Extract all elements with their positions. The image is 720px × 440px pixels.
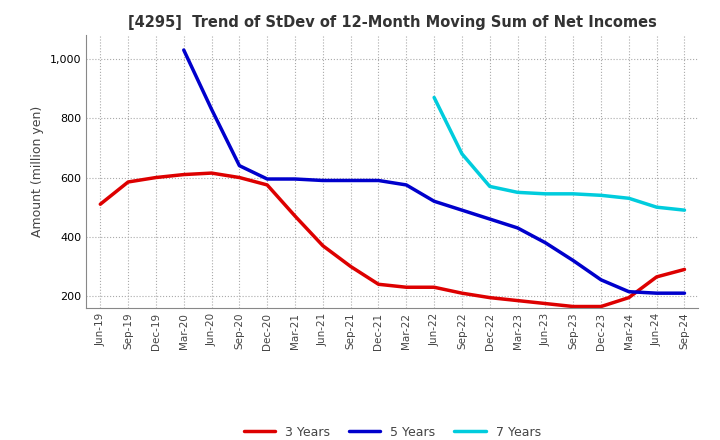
3 Years <box>402 285 410 290</box>
5 Years <box>235 163 243 169</box>
Line: 5 Years: 5 Years <box>184 50 685 293</box>
3 Years <box>680 267 689 272</box>
5 Years <box>430 198 438 204</box>
3 Years <box>485 295 494 300</box>
7 Years <box>569 191 577 197</box>
3 Years <box>430 285 438 290</box>
5 Years <box>402 182 410 187</box>
3 Years <box>569 304 577 309</box>
5 Years <box>263 176 271 182</box>
3 Years <box>541 301 550 306</box>
3 Years <box>652 274 661 279</box>
3 Years <box>374 282 383 287</box>
3 Years <box>96 202 104 207</box>
7 Years <box>624 196 633 201</box>
5 Years <box>291 176 300 182</box>
Line: 7 Years: 7 Years <box>434 98 685 210</box>
5 Years <box>513 225 522 231</box>
3 Years <box>318 243 327 248</box>
3 Years <box>124 180 132 185</box>
7 Years <box>513 190 522 195</box>
7 Years <box>485 184 494 189</box>
7 Years <box>597 193 606 198</box>
3 Years <box>513 298 522 303</box>
Title: [4295]  Trend of StDev of 12-Month Moving Sum of Net Incomes: [4295] Trend of StDev of 12-Month Moving… <box>128 15 657 30</box>
3 Years <box>235 175 243 180</box>
3 Years <box>458 290 467 296</box>
3 Years <box>597 304 606 309</box>
5 Years <box>680 290 689 296</box>
5 Years <box>458 208 467 213</box>
5 Years <box>624 289 633 294</box>
7 Years <box>541 191 550 197</box>
7 Years <box>680 208 689 213</box>
3 Years <box>152 175 161 180</box>
3 Years <box>346 264 355 269</box>
3 Years <box>624 295 633 300</box>
5 Years <box>569 258 577 263</box>
5 Years <box>179 48 188 53</box>
Y-axis label: Amount (million yen): Amount (million yen) <box>32 106 45 237</box>
7 Years <box>652 205 661 210</box>
5 Years <box>485 216 494 222</box>
3 Years <box>207 170 216 176</box>
Line: 3 Years: 3 Years <box>100 173 685 307</box>
5 Years <box>374 178 383 183</box>
5 Years <box>346 178 355 183</box>
5 Years <box>207 106 216 112</box>
5 Years <box>318 178 327 183</box>
3 Years <box>263 182 271 187</box>
3 Years <box>291 213 300 219</box>
5 Years <box>597 277 606 282</box>
7 Years <box>458 151 467 157</box>
Legend: 3 Years, 5 Years, 7 Years: 3 Years, 5 Years, 7 Years <box>239 421 546 440</box>
5 Years <box>541 240 550 246</box>
3 Years <box>179 172 188 177</box>
7 Years <box>430 95 438 100</box>
5 Years <box>652 290 661 296</box>
